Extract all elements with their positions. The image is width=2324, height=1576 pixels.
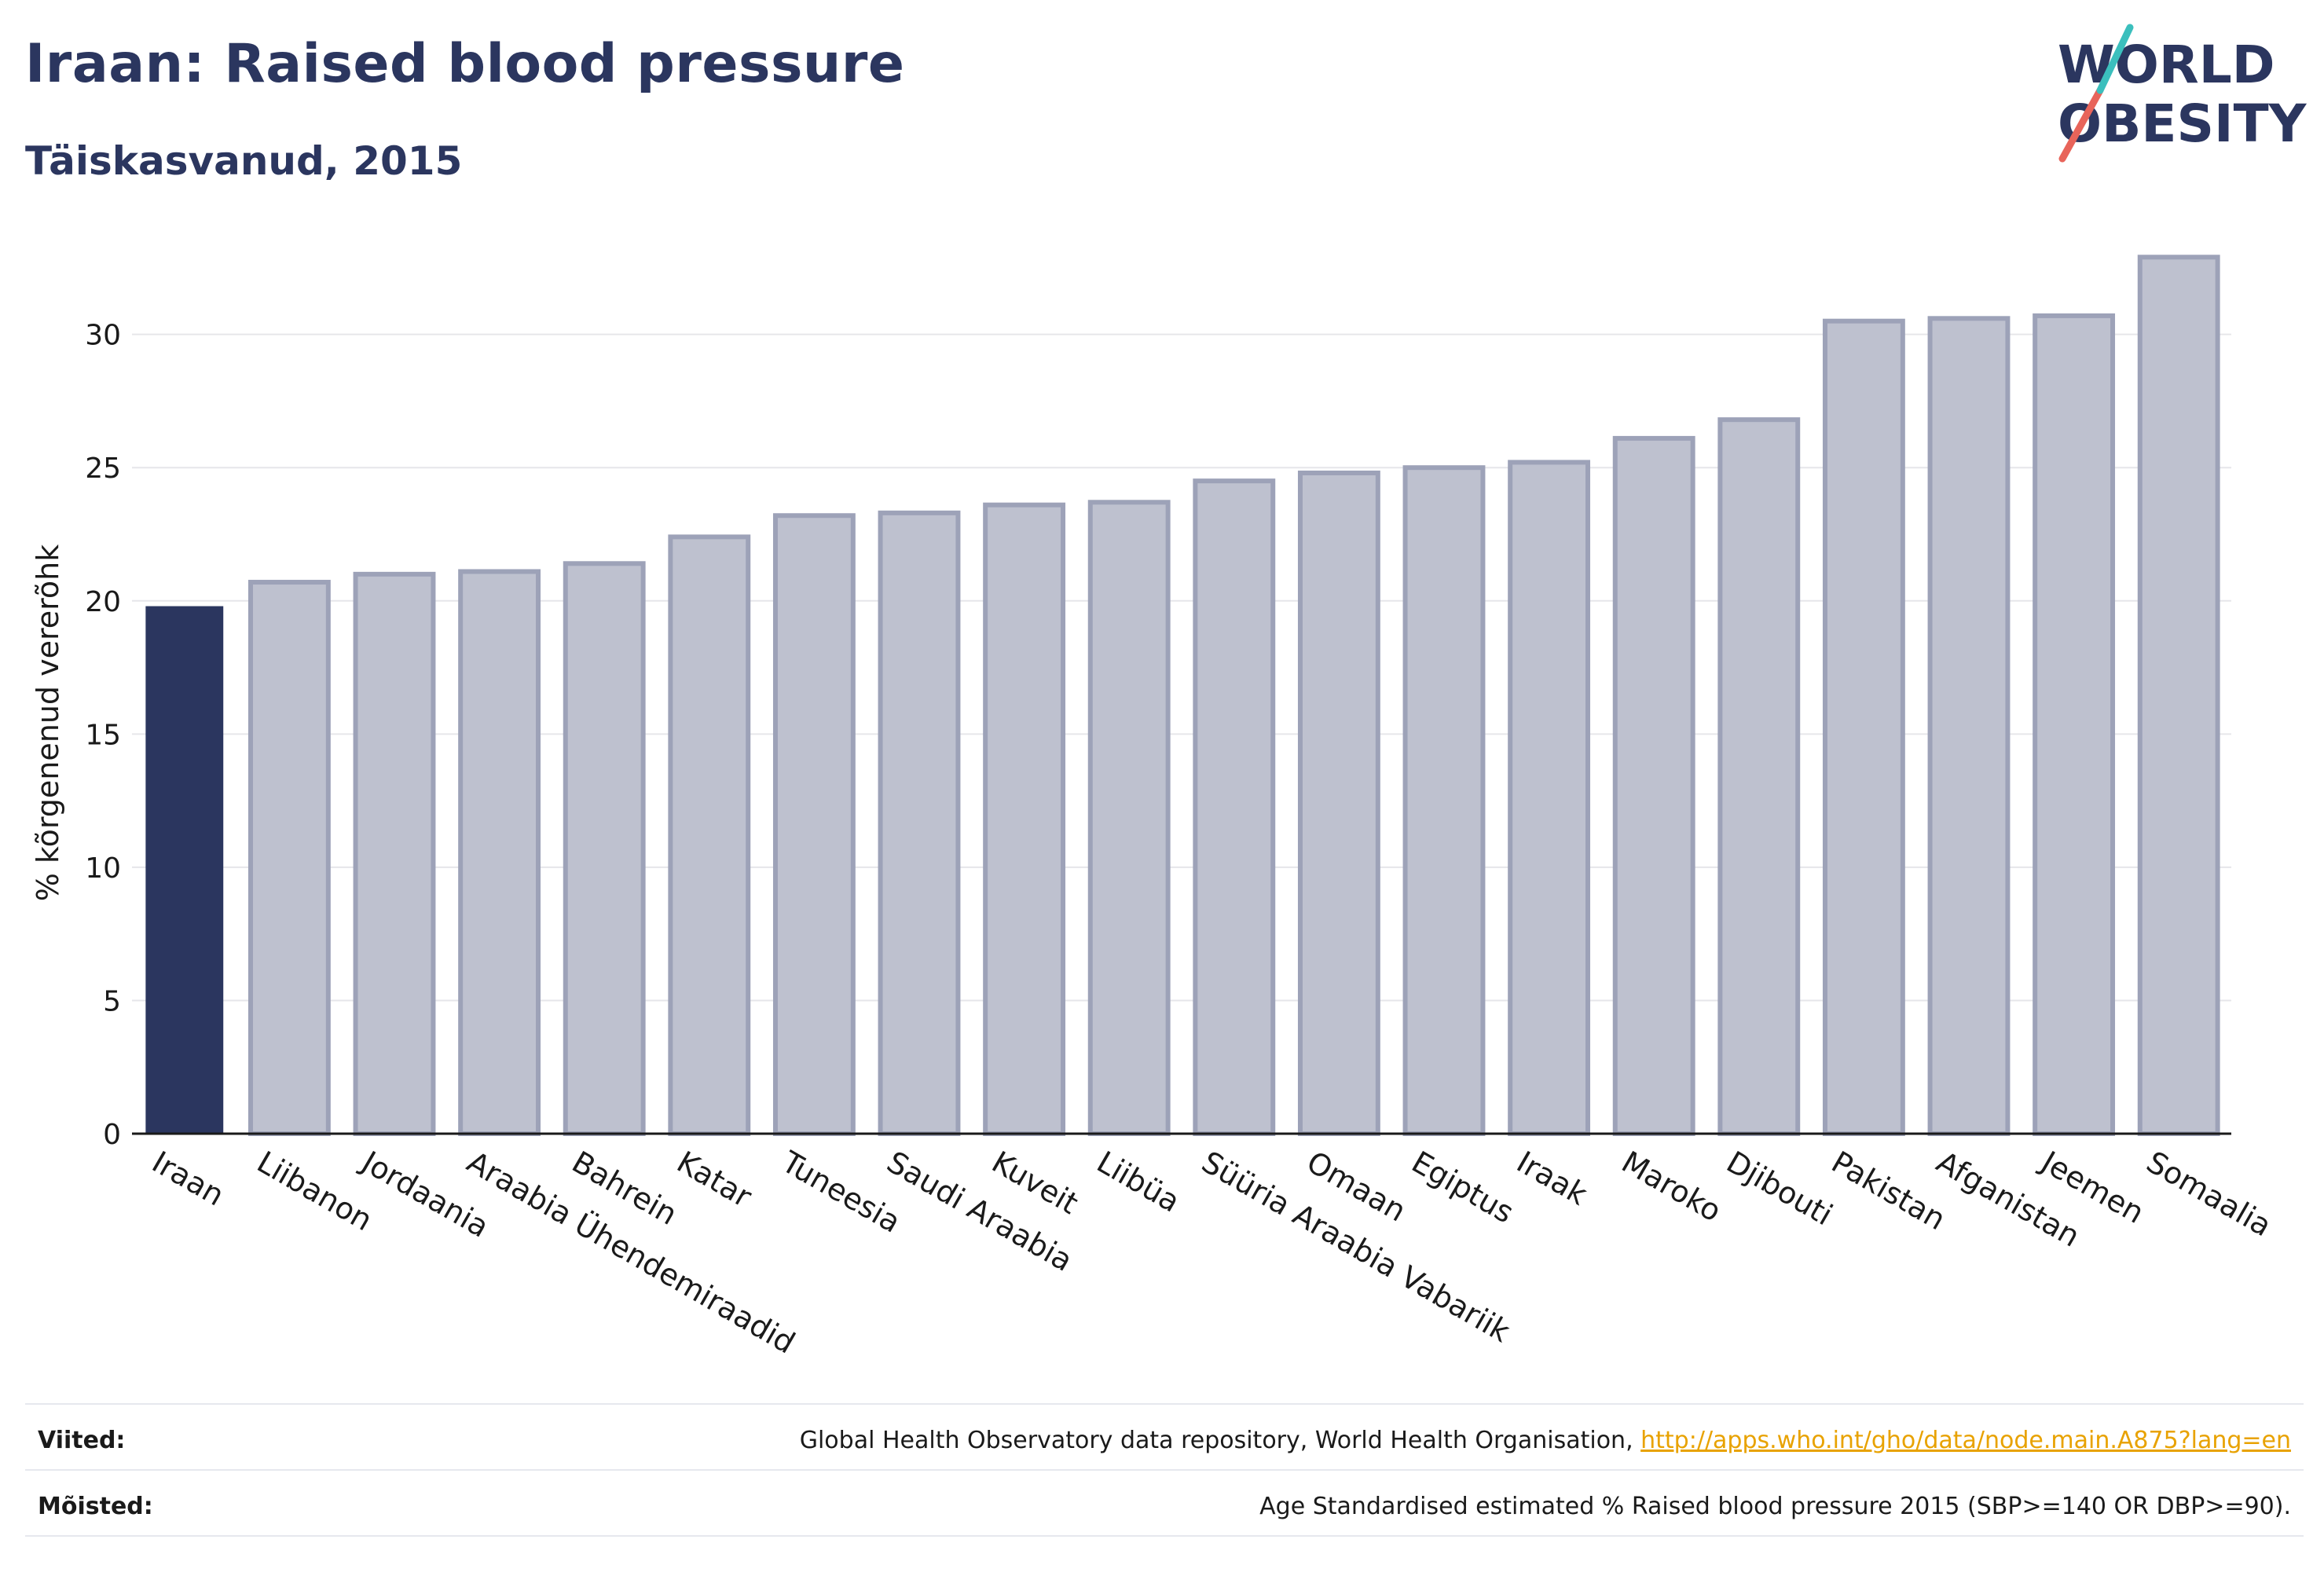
chart-subtitle: Täiskasvanud, 2015 <box>25 138 463 184</box>
y-axis-label: % kõrgenenud vererõhk <box>31 544 65 902</box>
bar-egiptus <box>1402 465 1486 1136</box>
bar-iraak <box>1508 460 1591 1136</box>
logo-slash-red <box>2058 86 2104 163</box>
bar-maroko <box>1612 435 1695 1136</box>
y-tick-label: 25 <box>85 453 121 485</box>
y-tick-label: 10 <box>85 852 121 885</box>
sources-label: Viited: <box>38 1426 126 1454</box>
footer-divider-middle <box>25 1469 2304 1471</box>
x-tick-label: Djibouti <box>1721 1145 1838 1233</box>
world-obesity-logo: WORLD OBESITY <box>2058 24 2308 163</box>
x-tick-label: Liibanon <box>251 1145 379 1238</box>
y-axis: 0 5 10 15 20 25 30 <box>85 320 121 1151</box>
bar-jeemen <box>2033 313 2116 1136</box>
x-tick-label: Somaalia <box>2141 1145 2278 1244</box>
bar-omaan <box>1297 470 1380 1136</box>
footer-divider-bottom <box>25 1535 2304 1537</box>
y-tick-label: 15 <box>85 719 121 751</box>
y-tick-label: 0 <box>103 1119 121 1151</box>
bar-kuveit <box>983 502 1066 1136</box>
x-tick-label: Iraak <box>1511 1145 1593 1212</box>
x-tick-label: Liibüa <box>1091 1145 1186 1219</box>
x-tick-label: Egiptus <box>1406 1145 1520 1230</box>
bar-bahrein <box>563 561 646 1136</box>
bar-somaalia <box>2137 255 2220 1136</box>
x-tick-label: Maroko <box>1616 1145 1728 1229</box>
y-tick-label: 5 <box>103 985 121 1017</box>
sources-description: Global Health Observatory data repositor… <box>799 1426 1641 1454</box>
bar-pakistan <box>1822 318 1905 1136</box>
bar-saudi-araabia <box>878 510 961 1136</box>
logo-slash-teal <box>2096 24 2134 94</box>
bar-katar <box>668 534 751 1136</box>
definitions-label: Mõisted: <box>38 1492 153 1520</box>
y-tick-label: 20 <box>85 586 121 618</box>
bar-araabia-ühendemiraadid <box>458 569 541 1136</box>
bar-liibüa <box>1087 500 1171 1136</box>
logo-line1: WORLD <box>2058 35 2275 95</box>
footer-divider-top <box>25 1403 2304 1405</box>
bar-djibouti <box>1717 417 1801 1136</box>
bars <box>145 255 2220 1136</box>
x-tick-label: Katar <box>671 1145 757 1215</box>
y-tick-label: 30 <box>85 320 121 352</box>
x-tick-label: Pakistan <box>1826 1145 1952 1237</box>
bar-süüria-araabia-vabariik <box>1193 478 1276 1136</box>
x-tick-label: Iraan <box>146 1145 229 1213</box>
bar-jordaania <box>353 571 436 1136</box>
bar-liibanon <box>247 580 331 1136</box>
gridlines <box>132 333 2231 1002</box>
definitions-text: Age Standardised estimated % Raised bloo… <box>1259 1492 2291 1520</box>
sources-text: Global Health Observatory data repositor… <box>800 1427 2304 1454</box>
x-tick-label: Saudi Araabia <box>882 1145 1079 1278</box>
footer-sources-row: Viited: Global Health Observatory data r… <box>25 1408 2304 1472</box>
bar-afganistan <box>1927 316 2011 1136</box>
footer-definitions-row: Mõisted: Age Standardised estimated % Ra… <box>25 1474 2304 1538</box>
sources-link[interactable]: http://apps.who.int/gho/data/node.main.A… <box>1640 1426 2291 1454</box>
x-tick-label: Tuneesia <box>775 1144 907 1240</box>
logo-line2: OBESITY <box>2058 93 2308 154</box>
chart-title: Iraan: Raised blood pressure <box>25 33 905 95</box>
bar-tuneesia <box>772 513 856 1136</box>
bar-iraan <box>145 606 224 1134</box>
